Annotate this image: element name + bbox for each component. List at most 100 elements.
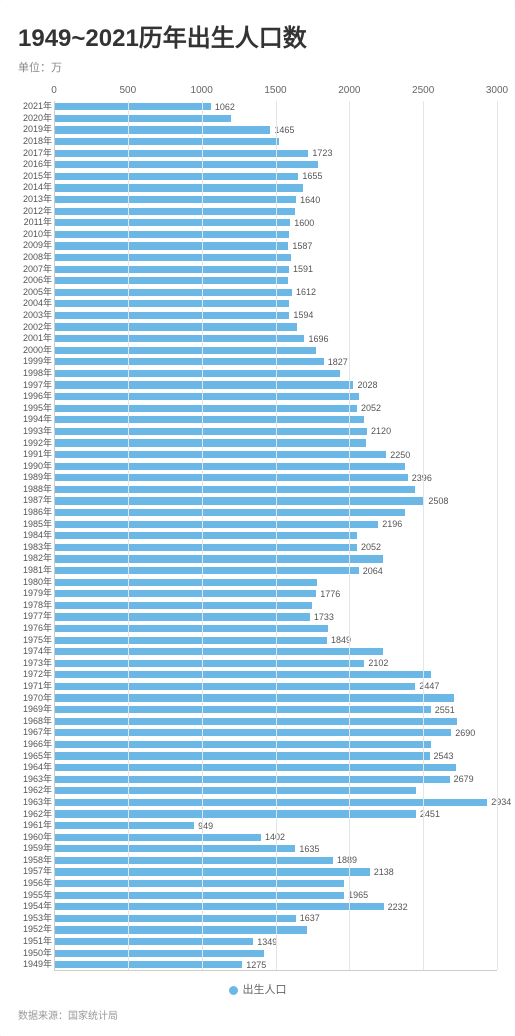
y-label: 1950年 [18,949,52,958]
bar [54,926,307,933]
bar-value: 2543 [434,751,454,761]
gridline [128,101,129,970]
y-label: 1980年 [18,578,52,587]
bar-value: 2396 [412,473,432,483]
bar: 1465 [54,126,270,133]
y-label: 2012年 [18,207,52,216]
y-label: 1956年 [18,879,52,888]
y-label: 2005年 [18,288,52,297]
y-label: 1998年 [18,369,52,378]
bar [54,671,431,678]
bar-value: 1776 [320,589,340,599]
y-label: 2002年 [18,323,52,332]
bar-value: 2196 [382,519,402,529]
bar: 2508 [54,497,424,504]
y-label: 1978年 [18,601,52,610]
bar [54,787,416,794]
y-label: 1971年 [18,682,52,691]
bar: 1612 [54,289,292,296]
bar: 2064 [54,567,359,574]
y-label: 1951年 [18,937,52,946]
y-label: 2011年 [18,218,52,227]
y-label: 2014年 [18,183,52,192]
bar [54,625,328,632]
bar-value: 1640 [300,195,320,205]
bar: 1889 [54,857,333,864]
chart-area: 050010001500200025003000 2021年10622020年2… [18,85,497,971]
y-label: 1966年 [18,740,52,749]
bar-value: 1612 [296,287,316,297]
bar-value: 1587 [292,241,312,251]
bar-value: 1465 [274,125,294,135]
y-label: 1977年 [18,612,52,621]
y-label: 2015年 [18,172,52,181]
y-label: 1993年 [18,427,52,436]
bar [54,555,383,562]
bar [54,579,317,586]
bar: 1965 [54,892,344,899]
bar [54,184,303,191]
bar: 1696 [54,335,304,342]
bar: 2543 [54,752,430,759]
x-tick: 1000 [191,85,213,96]
bar: 2690 [54,729,451,736]
y-label: 1962年 [18,810,52,819]
x-tick: 2000 [338,85,360,96]
y-label: 1960年 [18,833,52,842]
y-label: 1983年 [18,543,52,552]
bar-value: 1600 [294,218,314,228]
bar [54,741,431,748]
bar [54,370,340,377]
y-label: 2001年 [18,334,52,343]
bar: 2102 [54,660,364,667]
bar: 2028 [54,381,353,388]
y-label: 2021年 [18,102,52,111]
bar: 1591 [54,266,289,273]
bar [54,277,288,284]
bar: 2679 [54,776,450,783]
y-label: 2017年 [18,149,52,158]
y-label: 1953年 [18,914,52,923]
bar [54,880,344,887]
y-label: 1997年 [18,381,52,390]
bar: 1349 [54,938,253,945]
y-label: 1958年 [18,856,52,865]
bar: 2052 [54,405,357,412]
bar-value: 1655 [302,171,322,181]
bar: 1733 [54,613,310,620]
bar-value: 1062 [215,102,235,112]
bar-value: 2934 [491,797,511,807]
bar: 1723 [54,150,308,157]
y-label: 2020年 [18,114,52,123]
bar [54,439,366,446]
x-tick: 500 [119,85,136,96]
bar [54,648,383,655]
bar-value: 949 [198,821,213,831]
gridline [54,101,55,970]
x-tick: 3000 [486,85,508,96]
bar [54,764,456,771]
y-label: 2018年 [18,137,52,146]
y-label: 2000年 [18,346,52,355]
y-label: 1969年 [18,705,52,714]
y-label: 2013年 [18,195,52,204]
bar [54,718,457,725]
y-label: 1981年 [18,566,52,575]
bar-value: 2028 [357,380,377,390]
y-label: 1995年 [18,404,52,413]
y-label: 1952年 [18,925,52,934]
y-label: 2010年 [18,230,52,239]
bar: 2232 [54,903,384,910]
bar-value: 2064 [363,566,383,576]
bar [54,115,231,122]
y-label: 1955年 [18,891,52,900]
bar [54,208,295,215]
y-label: 2016年 [18,160,52,169]
y-label: 2008年 [18,253,52,262]
bar [54,254,291,261]
bar: 2396 [54,474,408,481]
gridline [497,101,498,970]
y-label: 1979年 [18,589,52,598]
bar: 1402 [54,834,261,841]
bar-value: 2551 [435,705,455,715]
